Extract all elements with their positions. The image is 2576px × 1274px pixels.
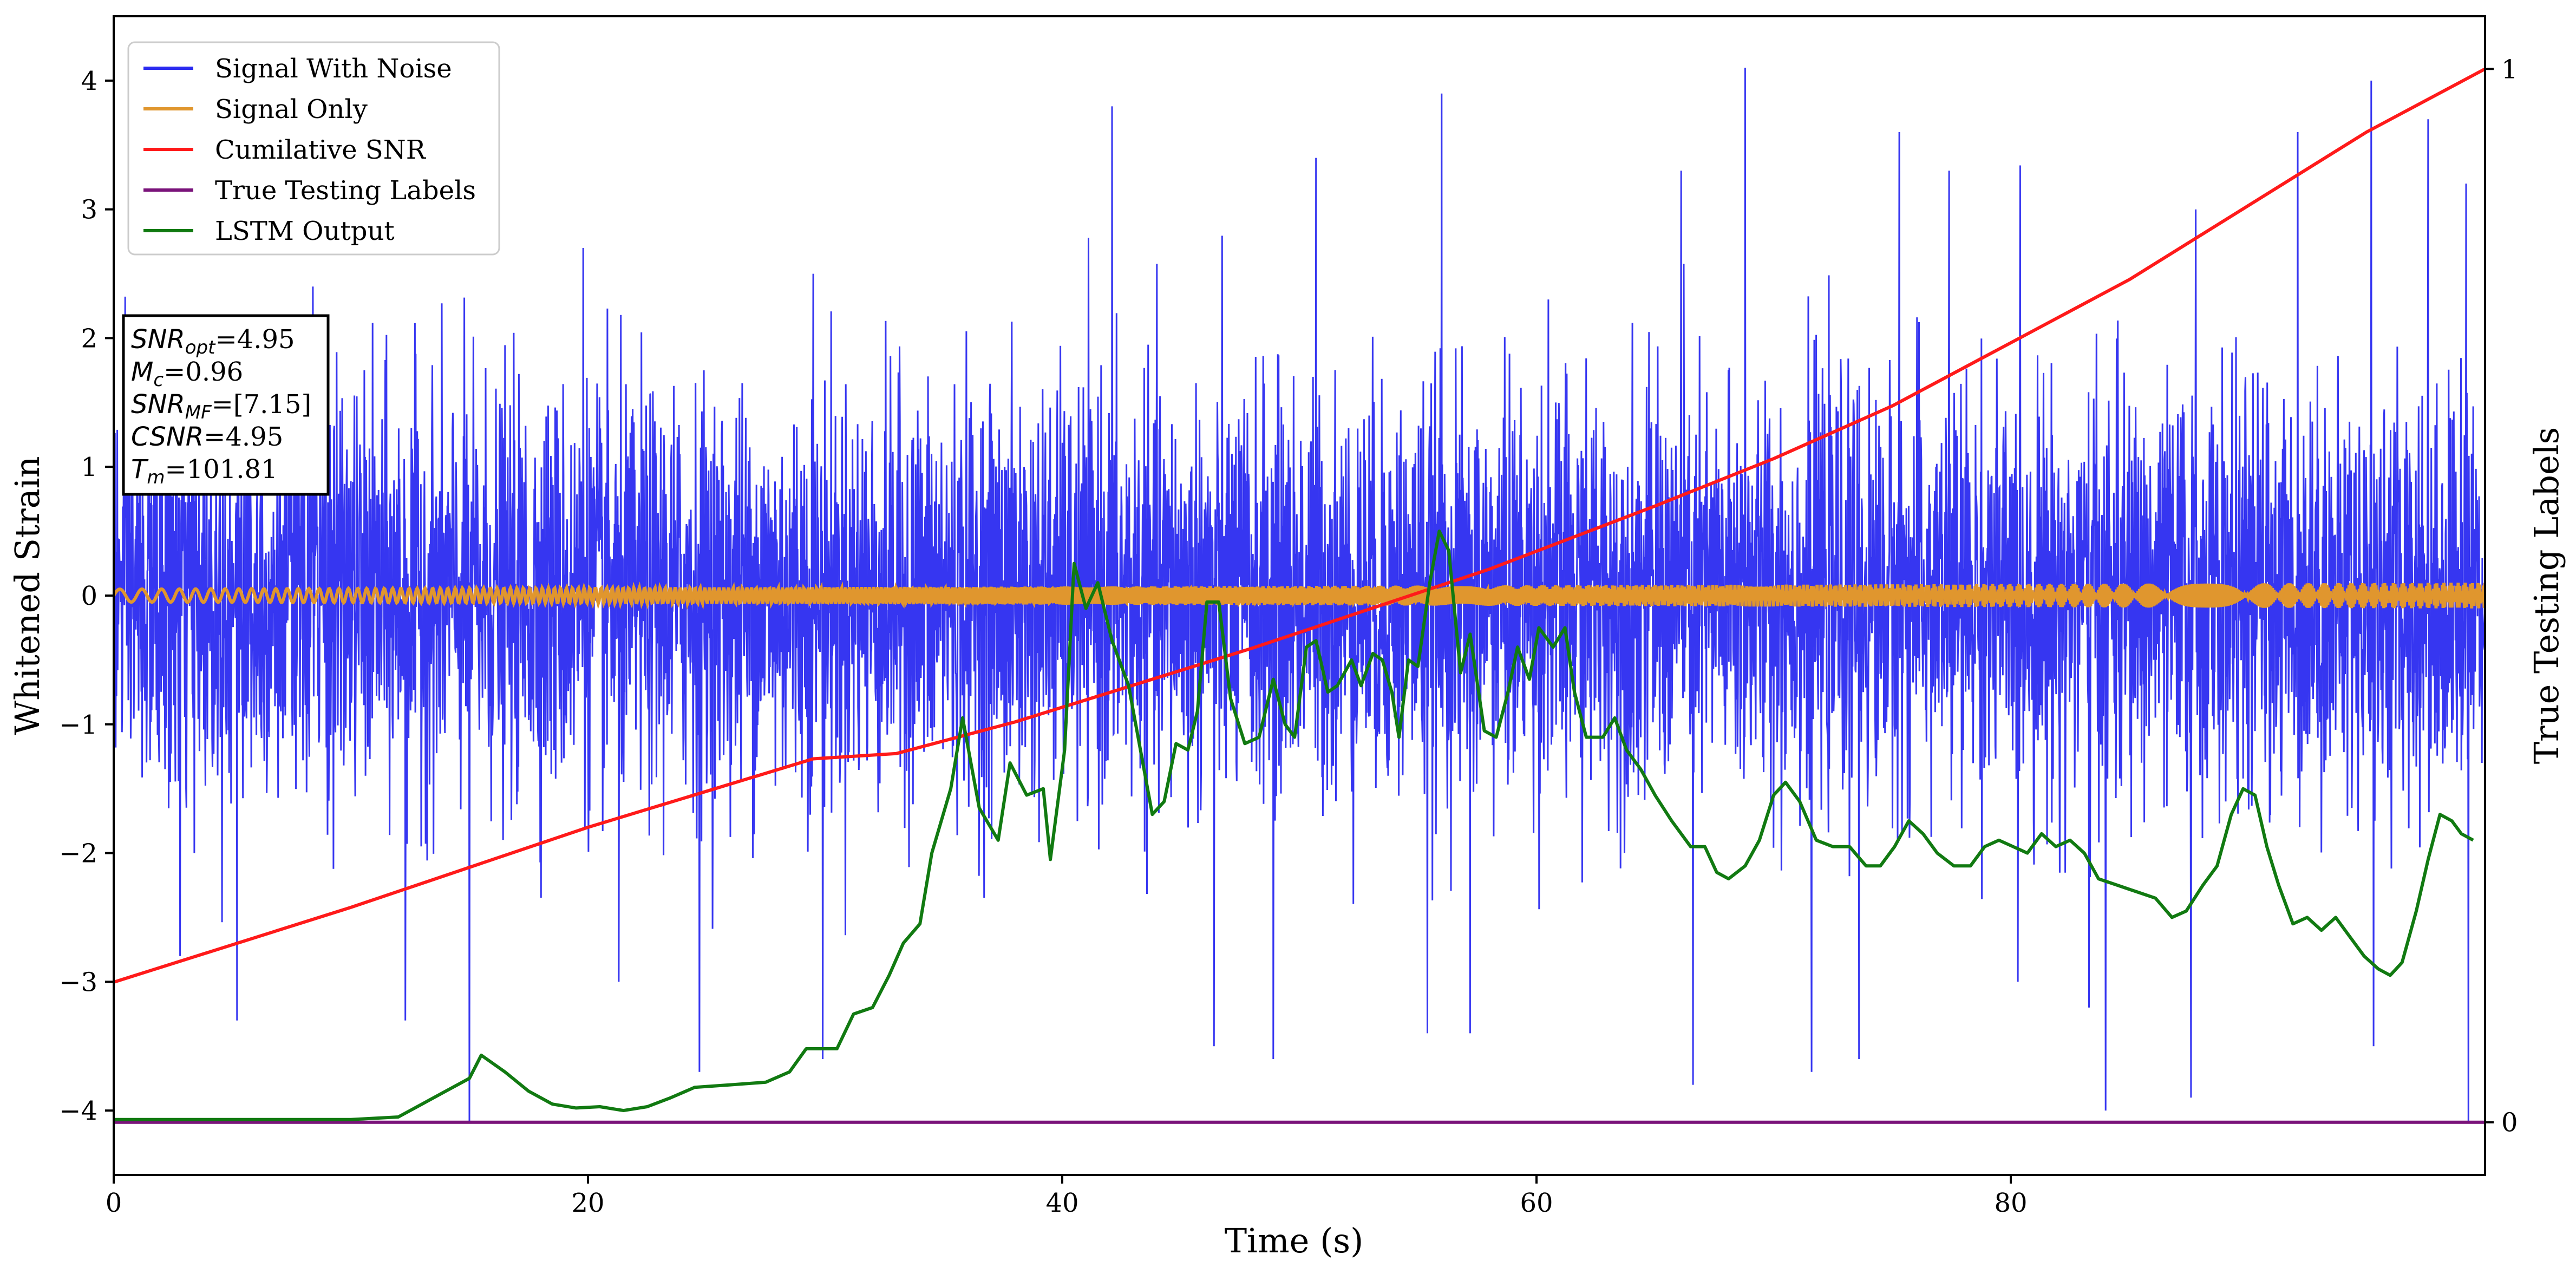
legend: Signal With Noise Signal Only Cumilative S… [127, 41, 500, 256]
legend-entry-label: Cumilative SNR [215, 135, 427, 165]
y2-axis-label: True Testing Labels [2527, 427, 2566, 765]
legend-entry-label: LSTM Output [215, 216, 395, 246]
y2-tick-label: 1 [2501, 54, 2518, 84]
annotation-line: Mc=0.96 [131, 357, 243, 391]
y-axis-left: −4 −3 −2 −1 0 1 2 3 4 [59, 66, 114, 1126]
cumilative-snr-series [114, 67, 2485, 984]
y-tick-label: 1 [81, 452, 97, 482]
lstm-output-series [114, 530, 2474, 1121]
y-axis-right: 01 [2485, 54, 2518, 1138]
y-tick-label: −2 [59, 839, 97, 869]
x-tick-label: 0 [106, 1188, 122, 1218]
y-tick-label: 3 [81, 195, 97, 225]
parameter-annotation-box: SNRopt=4.95Mc=0.96SNRMF=[7.15]CSNR=4.95T… [122, 314, 330, 496]
x-axis: 0 20 40 60 80 [106, 1175, 2028, 1218]
x-tick-label: 20 [571, 1188, 604, 1218]
signal-only-line [114, 581, 2485, 610]
annotation-box [122, 314, 330, 496]
y-tick-label: 0 [81, 581, 97, 611]
cumilative-snr-line [114, 67, 2485, 984]
y-tick-label: −4 [59, 1096, 97, 1126]
y2-tick-label: 0 [2501, 1108, 2518, 1138]
annotation-line: SNRMF=[7.15] [131, 389, 311, 423]
lstm-output-line [114, 530, 2474, 1121]
x-tick-label: 80 [1994, 1188, 2027, 1218]
x-tick-label: 60 [1520, 1188, 1553, 1218]
annotation-line: SNRopt=4.95 [131, 324, 295, 358]
y-tick-label: 2 [81, 323, 97, 354]
annotation-line: CSNR=4.95 [131, 422, 283, 452]
legend-entry-label: Signal Only [215, 94, 368, 125]
legend-box [127, 41, 500, 256]
legend-entry-label: True Testing Labels [215, 175, 476, 206]
annotation-line: Tm=101.81 [131, 454, 278, 488]
y-axis-label: Whitened Strain [8, 456, 47, 735]
signal-only-series [114, 581, 2485, 610]
x-tick-label: 40 [1045, 1188, 1078, 1218]
legend-entry-label: Signal With Noise [215, 54, 452, 84]
y-tick-label: −3 [59, 967, 97, 997]
y-tick-label: −1 [59, 710, 97, 740]
x-axis-label: Time (s) [1225, 1221, 1364, 1260]
y-tick-label: 4 [81, 66, 97, 96]
